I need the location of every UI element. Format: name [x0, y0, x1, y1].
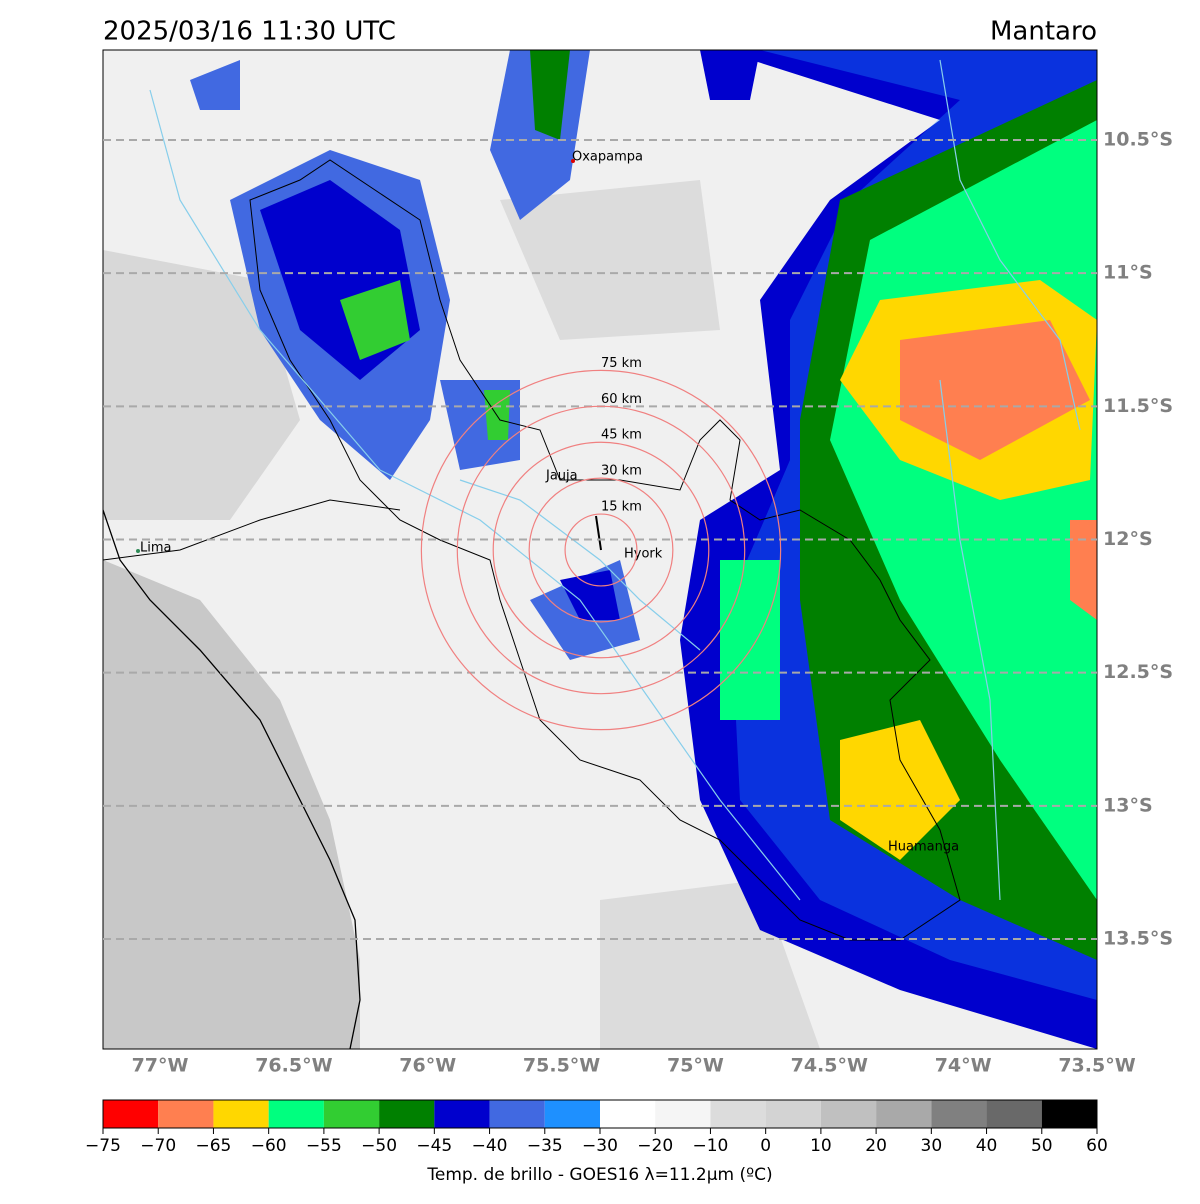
colorbar-tick-label: −30 [582, 1136, 618, 1156]
colorbar-bin [710, 1100, 766, 1128]
colorbar-bin [489, 1100, 545, 1128]
colorbar-tick-label: −45 [416, 1136, 452, 1156]
city-label: Lima [140, 541, 171, 556]
colorbar-outline [102, 1099, 1098, 1129]
y-tick-label: 13.5°S [1103, 928, 1173, 950]
colorbar-tick-label: 30 [921, 1136, 943, 1156]
colorbar-bin [600, 1100, 656, 1128]
map-frame [102, 49, 1098, 1050]
x-tick-label: 74.5°W [791, 1055, 868, 1077]
colorbar-tick-label: −35 [527, 1136, 563, 1156]
range-ring-label: 30 km [601, 464, 642, 479]
range-ring [492, 441, 710, 659]
range-ring [528, 477, 674, 623]
range-ring-label: 60 km [601, 392, 642, 407]
range-ring [564, 513, 638, 587]
colorbar-tick-label: −10 [692, 1136, 728, 1156]
range-ring [420, 369, 782, 731]
colorbar-bin [655, 1100, 711, 1128]
colorbar-bin [765, 1100, 821, 1128]
range-ring-label: 75 km [601, 356, 642, 371]
city-marker [571, 159, 575, 163]
y-tick-label: 12.5°S [1103, 661, 1173, 683]
city-label: Huamanga [888, 840, 959, 855]
x-tick-label: 73.5°W [1058, 1055, 1135, 1077]
city-label: Hyork [624, 547, 663, 562]
colorbar-tick-label: −50 [361, 1136, 397, 1156]
colorbar-tick-label: 40 [976, 1136, 998, 1156]
colorbar-tick-label: 20 [865, 1136, 887, 1156]
colorbar-bin [323, 1100, 380, 1128]
city-label: Jauja [545, 469, 578, 484]
x-tick-label: 77°W [132, 1055, 189, 1077]
title: 2025/03/16 11:30 UTC [103, 17, 396, 47]
colorbar-bin [103, 1100, 159, 1128]
colorbar-bin [434, 1100, 490, 1128]
colorbar-tick-label: −40 [472, 1136, 508, 1156]
y-tick-label: 12°S [1103, 528, 1153, 550]
colorbar-tick-label: −65 [195, 1136, 231, 1156]
city-marker [136, 549, 140, 553]
range-ring-label: 15 km [601, 500, 642, 515]
colorbar-tick-label: 10 [810, 1136, 832, 1156]
region-name: Mantaro [990, 17, 1097, 47]
colorbar-bin [1041, 1100, 1097, 1128]
colorbar-bin [986, 1100, 1042, 1128]
x-tick-label: 76°W [399, 1055, 456, 1077]
colorbar-tick-label: 0 [760, 1136, 771, 1156]
colorbar-bin [876, 1100, 932, 1128]
x-tick-label: 74°W [935, 1055, 992, 1077]
satellite-image [103, 50, 1097, 1049]
colorbar-bin [931, 1100, 987, 1128]
colorbar-tick-label: −70 [140, 1136, 176, 1156]
colorbar-bin [213, 1100, 269, 1128]
colorbar-bin [379, 1100, 435, 1128]
x-tick-label: 75.5°W [523, 1055, 600, 1077]
x-tick-label: 75°W [667, 1055, 724, 1077]
colorbar-bin [820, 1100, 877, 1128]
y-tick-label: 11°S [1103, 262, 1153, 284]
borders [103, 59, 1081, 1049]
colorbar-tick-label: 60 [1086, 1136, 1108, 1156]
colorbar-label: Temp. de brillo - GOES16 λ=11.2μm (ºC) [426, 1165, 772, 1185]
range-ring-label: 45 km [601, 428, 642, 443]
colorbar-tick-label: −75 [85, 1136, 121, 1156]
colorbar-bin [158, 1100, 214, 1128]
colorbar-bin [268, 1100, 324, 1128]
colorbar-tick-label: −55 [306, 1136, 342, 1156]
radar-beam [595, 515, 602, 551]
y-tick-label: 13°S [1103, 794, 1153, 816]
y-tick-label: 11.5°S [1103, 395, 1173, 417]
city-label: Oxapampa [572, 150, 643, 165]
colorbar-tick-label: 50 [1031, 1136, 1053, 1156]
y-tick-label: 10.5°S [1103, 129, 1173, 151]
colorbar-bin [544, 1100, 600, 1128]
x-tick-label: 76.5°W [255, 1055, 332, 1077]
colorbar-tick-label: −20 [637, 1136, 673, 1156]
colorbar-tick-label: −60 [251, 1136, 287, 1156]
range-ring [456, 405, 746, 695]
